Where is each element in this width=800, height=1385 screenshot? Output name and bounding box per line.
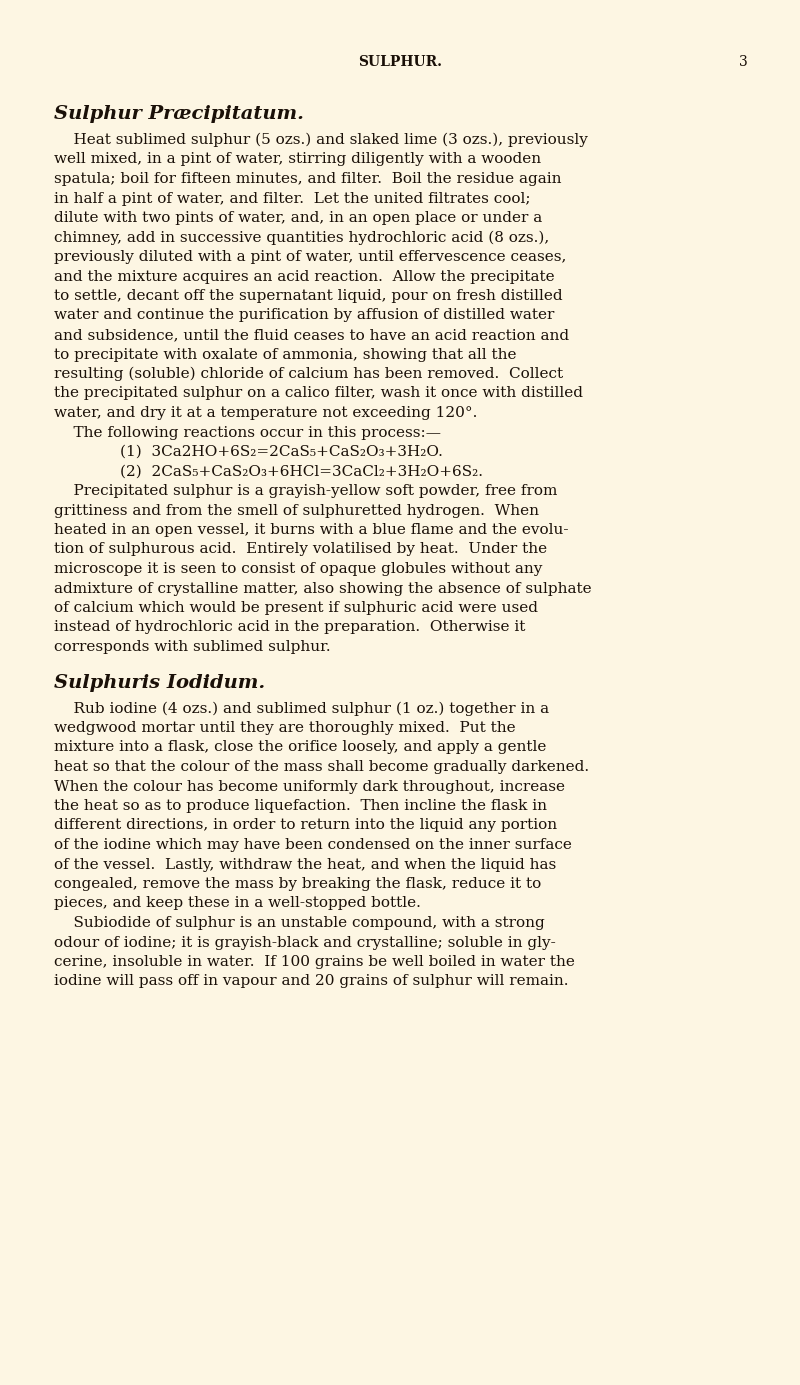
Text: of the iodine which may have been condensed on the inner surface: of the iodine which may have been conden… bbox=[54, 838, 572, 852]
Text: dilute with two pints of water, and, in an open place or under a: dilute with two pints of water, and, in … bbox=[54, 211, 542, 224]
Text: wedgwood mortar until they are thoroughly mixed.  Put the: wedgwood mortar until they are thoroughl… bbox=[54, 722, 516, 735]
Text: water, and dry it at a temperature not exceeding 120°.: water, and dry it at a temperature not e… bbox=[54, 406, 478, 420]
Text: and subsidence, until the fluid ceases to have an acid reaction and: and subsidence, until the fluid ceases t… bbox=[54, 328, 570, 342]
Text: Heat sublimed sulphur (5 ozs.) and slaked lime (3 ozs.), previously: Heat sublimed sulphur (5 ozs.) and slake… bbox=[54, 133, 588, 147]
Text: The following reactions occur in this process:—: The following reactions occur in this pr… bbox=[54, 425, 442, 439]
Text: Rub iodine (4 ozs.) and sublimed sulphur (1 oz.) together in a: Rub iodine (4 ozs.) and sublimed sulphur… bbox=[54, 701, 550, 716]
Text: resulting (soluble) chloride of calcium has been removed.  Collect: resulting (soluble) chloride of calcium … bbox=[54, 367, 563, 381]
Text: different directions, in order to return into the liquid any portion: different directions, in order to return… bbox=[54, 819, 558, 832]
Text: of the vessel.  Lastly, withdraw the heat, and when the liquid has: of the vessel. Lastly, withdraw the heat… bbox=[54, 857, 557, 871]
Text: instead of hydrochloric acid in the preparation.  Otherwise it: instead of hydrochloric acid in the prep… bbox=[54, 620, 526, 634]
Text: the precipitated sulphur on a calico filter, wash it once with distilled: the precipitated sulphur on a calico fil… bbox=[54, 386, 583, 400]
Text: the heat so as to produce liquefaction.  Then incline the flask in: the heat so as to produce liquefaction. … bbox=[54, 799, 547, 813]
Text: spatula; boil for fifteen minutes, and filter.  Boil the residue again: spatula; boil for fifteen minutes, and f… bbox=[54, 172, 562, 186]
Text: cerine, insoluble in water.  If 100 grains be well boiled in water the: cerine, insoluble in water. If 100 grain… bbox=[54, 956, 575, 970]
Text: water and continue the purification by affusion of distilled water: water and continue the purification by a… bbox=[54, 309, 554, 323]
Text: (2)  2CaS₅+CaS₂O₃+6HCl=3CaCl₂+3H₂O+6S₂.: (2) 2CaS₅+CaS₂O₃+6HCl=3CaCl₂+3H₂O+6S₂. bbox=[120, 464, 483, 478]
Text: to precipitate with oxalate of ammonia, showing that all the: to precipitate with oxalate of ammonia, … bbox=[54, 348, 517, 361]
Text: odour of iodine; it is grayish-black and crystalline; soluble in gly-: odour of iodine; it is grayish-black and… bbox=[54, 935, 556, 950]
Text: grittiness and from the smell of sulphuretted hydrogen.  When: grittiness and from the smell of sulphur… bbox=[54, 504, 539, 518]
Text: chimney, add in successive quantities hydrochloric acid (8 ozs.),: chimney, add in successive quantities hy… bbox=[54, 230, 550, 245]
Text: 3: 3 bbox=[739, 55, 748, 69]
Text: in half a pint of water, and filter.  Let the united filtrates cool;: in half a pint of water, and filter. Let… bbox=[54, 191, 531, 205]
Text: heat so that the colour of the mass shall become gradually darkened.: heat so that the colour of the mass shal… bbox=[54, 760, 590, 774]
Text: tion of sulphurous acid.  Entirely volatilised by heat.  Under the: tion of sulphurous acid. Entirely volati… bbox=[54, 543, 547, 557]
Text: congealed, remove the mass by breaking the flask, reduce it to: congealed, remove the mass by breaking t… bbox=[54, 877, 542, 891]
Text: Subiodide of sulphur is an unstable compound, with a strong: Subiodide of sulphur is an unstable comp… bbox=[54, 915, 545, 929]
Text: iodine will pass off in vapour and 20 grains of sulphur will remain.: iodine will pass off in vapour and 20 gr… bbox=[54, 975, 569, 989]
Text: mixture into a flask, close the orifice loosely, and apply a gentle: mixture into a flask, close the orifice … bbox=[54, 741, 546, 755]
Text: (1)  3Ca2HO+6S₂=2CaS₅+CaS₂O₃+3H₂O.: (1) 3Ca2HO+6S₂=2CaS₅+CaS₂O₃+3H₂O. bbox=[120, 445, 443, 458]
Text: microscope it is seen to consist of opaque globules without any: microscope it is seen to consist of opaq… bbox=[54, 562, 542, 576]
Text: SULPHUR.: SULPHUR. bbox=[358, 55, 442, 69]
Text: pieces, and keep these in a well-stopped bottle.: pieces, and keep these in a well-stopped… bbox=[54, 896, 422, 910]
Text: to settle, decant off the supernatant liquid, pour on fresh distilled: to settle, decant off the supernatant li… bbox=[54, 289, 563, 303]
Text: Sulphuris Iodidum.: Sulphuris Iodidum. bbox=[54, 673, 266, 691]
Text: and the mixture acquires an acid reaction.  Allow the precipitate: and the mixture acquires an acid reactio… bbox=[54, 270, 555, 284]
Text: Precipitated sulphur is a grayish-yellow soft powder, free from: Precipitated sulphur is a grayish-yellow… bbox=[54, 483, 558, 499]
Text: When the colour has become uniformly dark throughout, increase: When the colour has become uniformly dar… bbox=[54, 780, 566, 794]
Text: Sulphur Præcipitatum.: Sulphur Præcipitatum. bbox=[54, 105, 304, 123]
Text: of calcium which would be present if sulphuric acid were used: of calcium which would be present if sul… bbox=[54, 601, 538, 615]
Text: heated in an open vessel, it burns with a blue flame and the evolu-: heated in an open vessel, it burns with … bbox=[54, 524, 569, 537]
Text: previously diluted with a pint of water, until effervescence ceases,: previously diluted with a pint of water,… bbox=[54, 251, 566, 265]
Text: admixture of crystalline matter, also showing the absence of sulphate: admixture of crystalline matter, also sh… bbox=[54, 582, 592, 596]
Text: well mixed, in a pint of water, stirring diligently with a wooden: well mixed, in a pint of water, stirring… bbox=[54, 152, 542, 166]
Text: corresponds with sublimed sulphur.: corresponds with sublimed sulphur. bbox=[54, 640, 331, 654]
